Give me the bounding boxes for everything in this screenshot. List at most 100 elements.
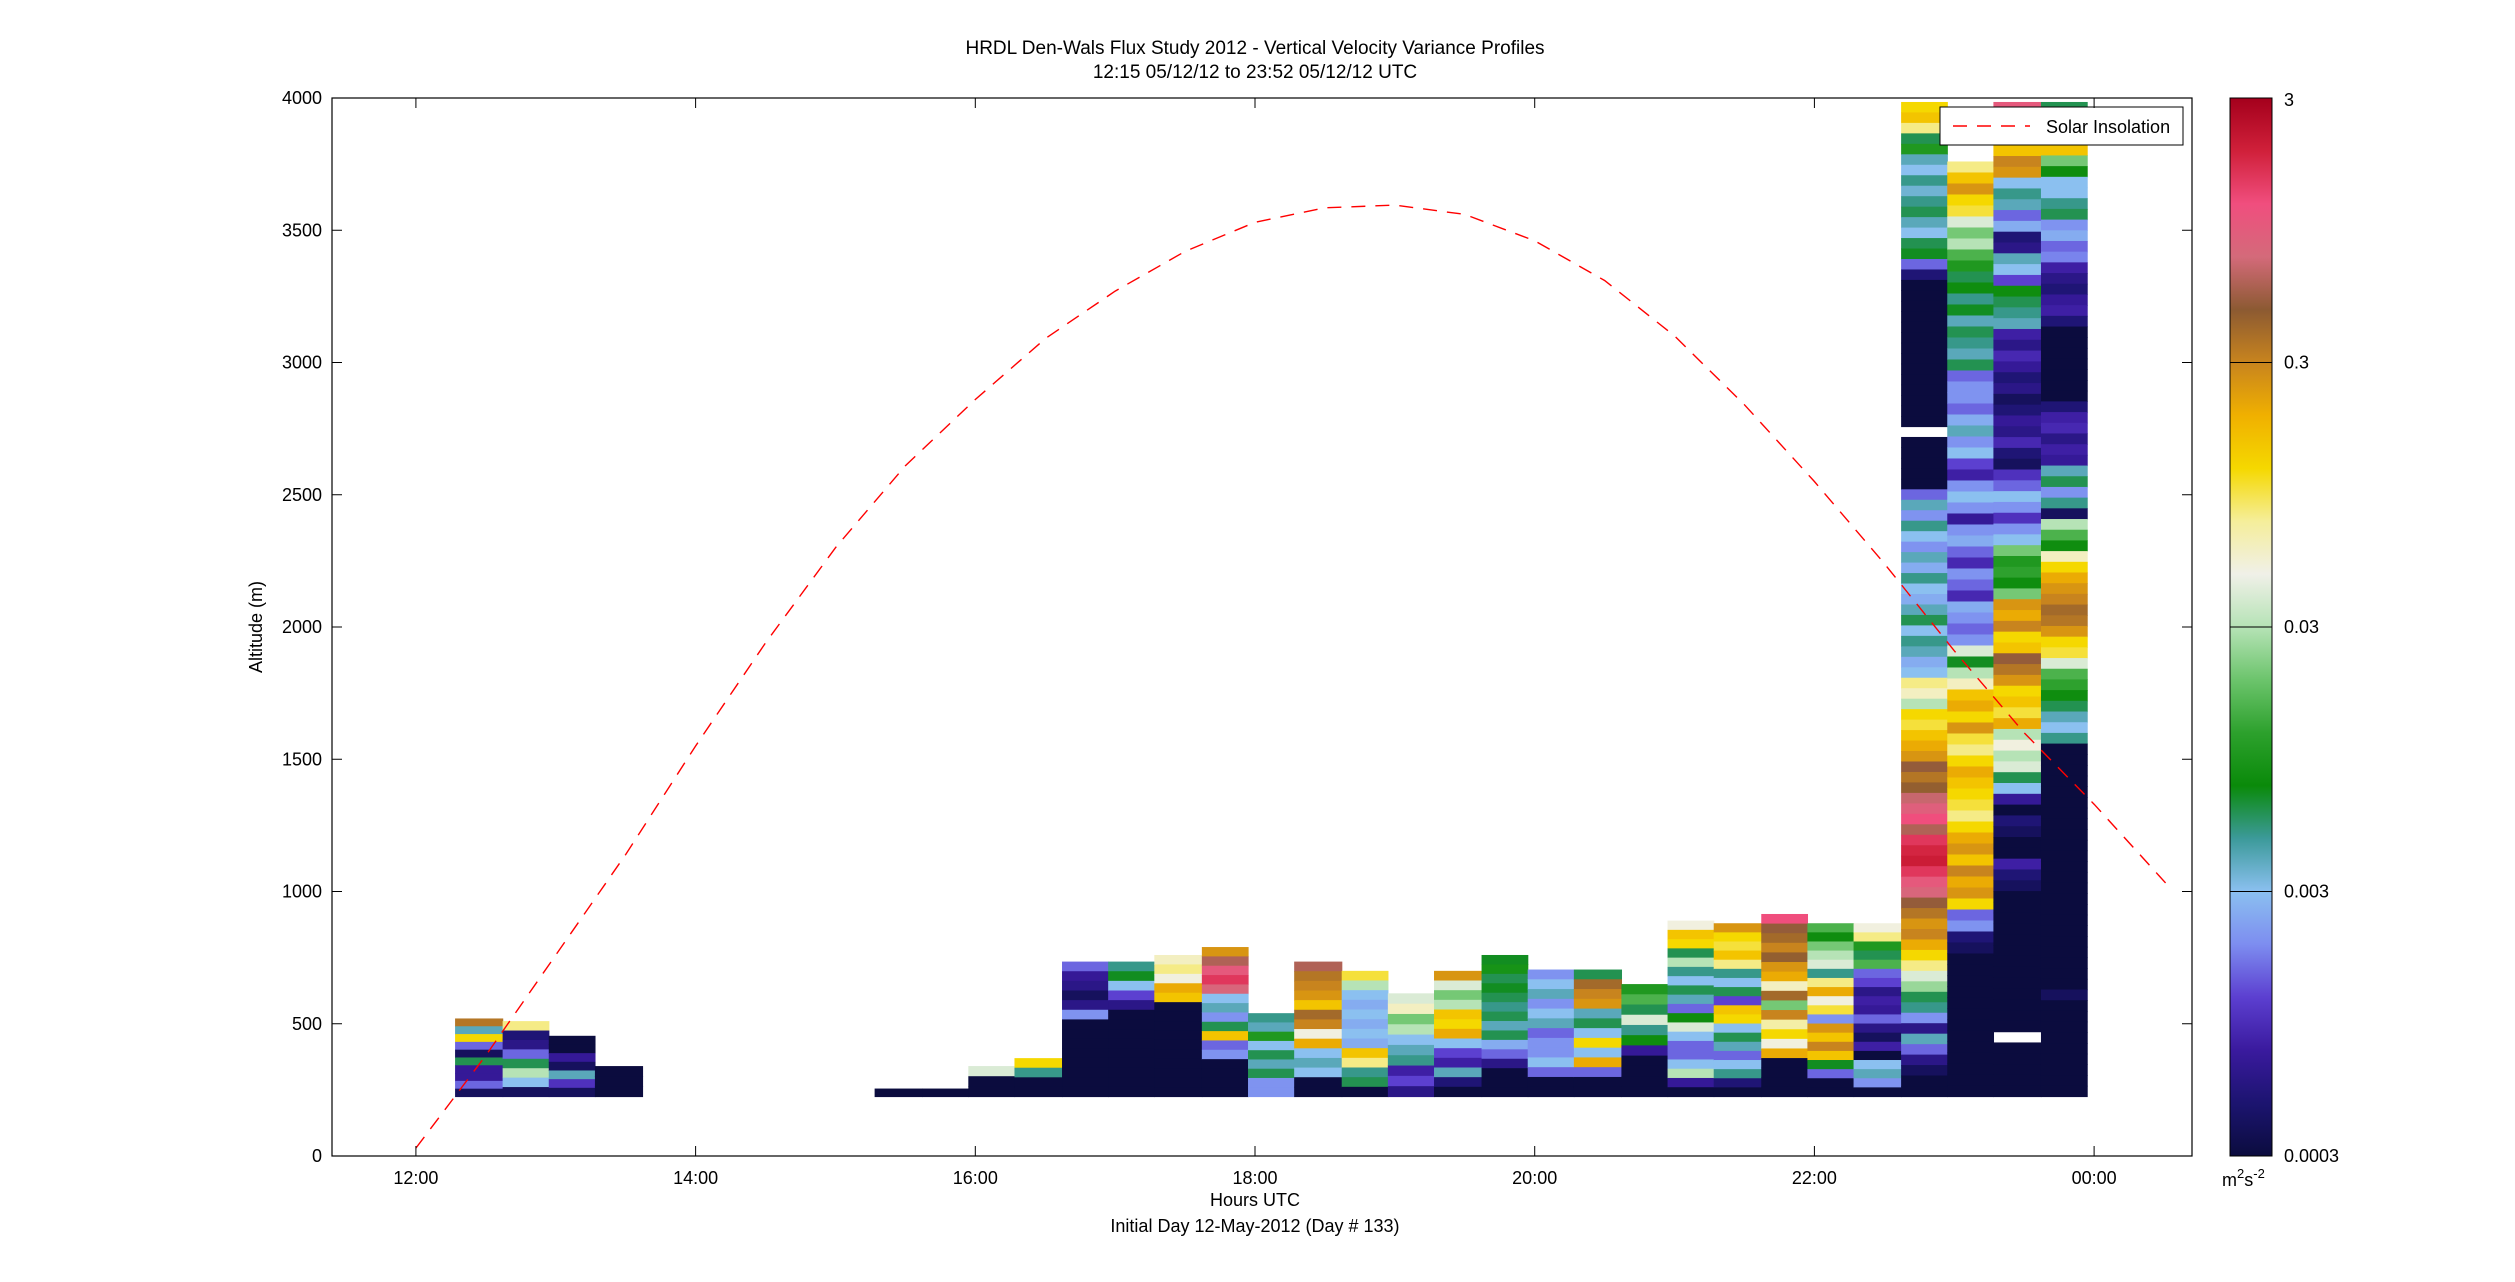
- heatmap-cell: [1434, 1086, 1483, 1098]
- heatmap-cell: [1713, 959, 1762, 970]
- heatmap-cell: [1807, 941, 1855, 952]
- heatmap-cell: [1993, 534, 2042, 546]
- heatmap-cell: [1901, 321, 1948, 333]
- heatmap-cell: [2040, 946, 2088, 959]
- heatmap-cell: [548, 1044, 596, 1054]
- heatmap-cell: [1947, 326, 1995, 339]
- heatmap-cell: [1621, 1035, 1669, 1046]
- plot-area: Solar Insolation 12:00 14:00 16:00 18:00 20:…: [282, 88, 2193, 1188]
- heatmap-cell: [1527, 1018, 1575, 1029]
- heatmap-cell: [2040, 754, 2088, 766]
- heatmap-cell: [922, 1088, 969, 1098]
- heatmap-cell: [1527, 1067, 1575, 1078]
- heatmap-cell: [1993, 328, 2042, 341]
- heatmap-cell: [1901, 436, 1948, 449]
- heatmap-cell: [1947, 1008, 1995, 1021]
- heatmap-cell: [1713, 1069, 1762, 1079]
- heatmap-cell: [1621, 994, 1669, 1006]
- heatmap-cell: [2040, 486, 2088, 499]
- heatmap-cell: [1993, 480, 2042, 492]
- heatmap-cell: [1248, 1087, 1295, 1098]
- heatmap-cell: [1294, 961, 1343, 972]
- heatmap-cell: [455, 1065, 504, 1074]
- heatmap-cell: [1761, 971, 1809, 982]
- heatmap-cell: [1154, 992, 1203, 1003]
- heatmap-cell: [2040, 957, 2088, 969]
- heatmap-cell: [1481, 1002, 1529, 1013]
- heatmap-cell: [1993, 188, 2042, 200]
- colorbar-unit-mid: s: [2244, 1170, 2253, 1190]
- heatmap-cell: [1201, 1059, 1249, 1070]
- heatmap-cell: [1527, 1037, 1575, 1049]
- heatmap-cell: [1901, 771, 1948, 784]
- heatmap-cell: [1993, 231, 2042, 244]
- heatmap-cell: [1294, 1000, 1343, 1011]
- heatmap-cell: [1713, 923, 1762, 933]
- heatmap-cell: [1993, 242, 2042, 254]
- heatmap-cell: [1294, 1077, 1343, 1088]
- x-tick-label: 18:00: [1232, 1168, 1277, 1188]
- heatmap-cell: [1901, 217, 1948, 229]
- heatmap-cell: [1108, 980, 1155, 992]
- colorbar-unit-base: m: [2222, 1170, 2237, 1190]
- heatmap-cell: [1901, 541, 1948, 553]
- heatmap-cell: [455, 1049, 504, 1059]
- y-tick-label: 1500: [282, 749, 322, 769]
- heatmap-cell: [1807, 996, 1855, 1006]
- heatmap-cell: [2040, 347, 2088, 360]
- heatmap-cell: [1901, 761, 1948, 773]
- heatmap-cell: [2040, 508, 2088, 520]
- heatmap-cell: [1621, 1055, 1669, 1067]
- heatmap-cell: [1993, 891, 2042, 903]
- heatmap-cell: [1294, 980, 1343, 992]
- heatmap-cell: [1901, 803, 1948, 815]
- heatmap-cell: [1201, 1049, 1249, 1060]
- heatmap-cell: [1947, 513, 1995, 526]
- heatmap-cell: [1481, 1049, 1529, 1060]
- heatmap-cell: [2040, 369, 2088, 381]
- heatmap-cell: [1993, 372, 2042, 384]
- heatmap-cell: [1993, 404, 2042, 417]
- heatmap-cell: [1621, 1024, 1669, 1036]
- x-tick-label: 16:00: [953, 1168, 998, 1188]
- heatmap-cell: [1993, 783, 2042, 795]
- heatmap-cell: [1154, 1039, 1203, 1050]
- heatmap-cell: [1901, 552, 1948, 564]
- heatmap-cell: [1434, 1067, 1483, 1078]
- heatmap-cell: [2040, 401, 2088, 413]
- heatmap-cell: [1527, 998, 1575, 1010]
- y-tick-label: 3000: [282, 353, 322, 373]
- heatmap-cell: [1248, 1040, 1295, 1051]
- heatmap-cell: [2040, 326, 2088, 338]
- heatmap-cell: [1387, 1034, 1435, 1046]
- colorbar-tick-label: 0.3: [2284, 353, 2309, 373]
- heatmap-cell: [1527, 989, 1575, 1000]
- heatmap-cell: [1901, 1044, 1948, 1056]
- heatmap-cell: [1901, 405, 1948, 417]
- heatmap-cell: [455, 1088, 504, 1098]
- heatmap-cell: [1993, 264, 2042, 276]
- heatmap-cell: [1667, 1031, 1715, 1042]
- heatmap-cell: [1807, 950, 1855, 961]
- heatmap-cell: [548, 1035, 596, 1046]
- heatmap-cell: [1993, 318, 2042, 330]
- heatmap-cell: [1901, 834, 1948, 846]
- heatmap-cell: [1294, 1009, 1343, 1021]
- heatmap-cell: [2040, 797, 2088, 809]
- heatmap-cell: [1947, 766, 1995, 779]
- heatmap-cell: [1434, 1048, 1483, 1059]
- heatmap-cell: [1062, 1009, 1109, 1021]
- heatmap-cell: [1481, 983, 1529, 994]
- heatmap-cell: [1901, 970, 1948, 982]
- heatmap-cell: [1993, 815, 2042, 827]
- colorbar-tick-label: 0.03: [2284, 617, 2319, 637]
- heatmap-cell: [1807, 968, 1855, 979]
- heatmap-cell: [1573, 989, 1623, 1000]
- heatmap-cell: [1993, 350, 2042, 363]
- heatmap-cell: [1807, 1078, 1855, 1088]
- heatmap-cell: [1993, 361, 2042, 373]
- heatmap-cell: [1201, 993, 1249, 1004]
- heatmap-cell: [1761, 942, 1809, 954]
- heatmap-cell: [1387, 1075, 1435, 1087]
- heatmap-cell: [1901, 395, 1948, 407]
